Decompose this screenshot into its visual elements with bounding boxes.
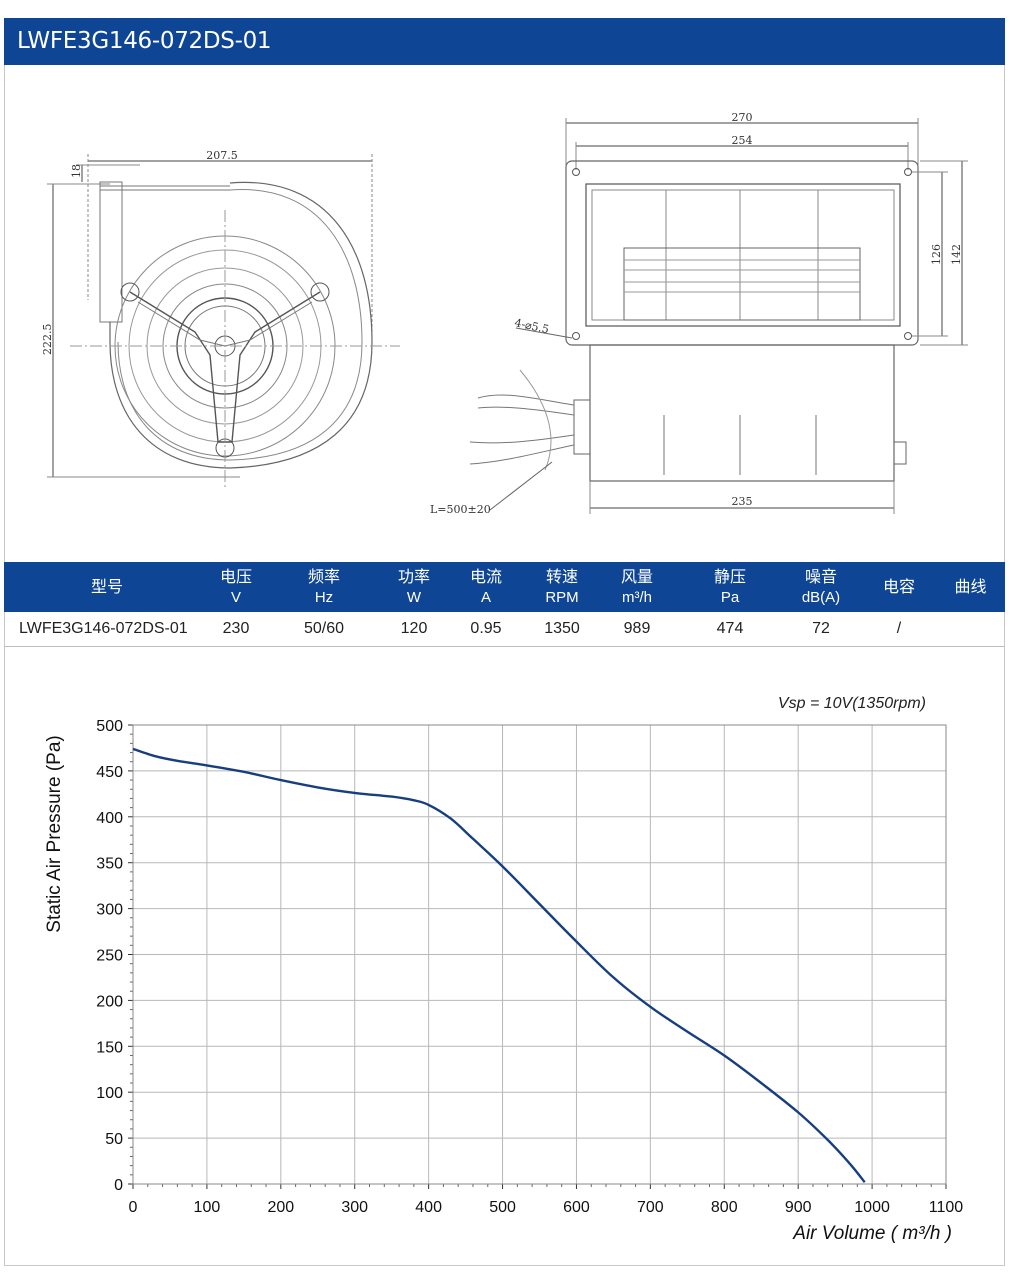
cell-model: LWFE3G146-072DS-01 [4,612,210,647]
x-tick-label: 300 [341,1199,368,1216]
front-view-drawing: 270 254 126 142 4-⌀5.5 [430,111,968,516]
plot-border [132,724,947,1185]
x-tick-label: 1000 [854,1199,890,1216]
header-model: 型号 [4,562,210,612]
dim-cable-length: L=500±20 [430,503,491,516]
header-frequency: 频率 Hz [262,562,386,612]
cell-airflow: 989 [594,612,680,647]
x-tick-label: 200 [267,1199,294,1216]
y-tick-label: 200 [96,993,123,1010]
title-bar: LWFE3G146-072DS-01 [4,18,1005,65]
dim-142: 142 [950,244,963,265]
header-pressure: 静压 Pa [680,562,780,612]
y-tick-label: 450 [96,764,123,781]
model-title: LWFE3G146-072DS-01 [17,28,272,54]
cell-voltage: 230 [210,612,262,647]
cell-current: 0.95 [442,612,530,647]
x-tick-label: 1100 [929,1199,964,1216]
y-tick-label: 150 [96,1039,123,1056]
x-tick-label: 0 [129,1199,138,1216]
y-tick-label: 50 [105,1131,123,1148]
header-curve: 曲线 [936,562,1005,612]
x-tick-label: 900 [785,1199,812,1216]
header-voltage: 电压 V [210,562,262,612]
performance-chart: 0 100 200 300 400 500 600 700 800 900 1000 1100 0 50 1… [44,695,963,1244]
dim-holes: 4-⌀5.5 [513,316,550,336]
dim-207-5: 207.5 [206,149,238,162]
dim-126: 126 [930,244,943,265]
cell-curve [936,612,1005,647]
cell-capacitor: / [862,612,936,647]
y-tick-label: 300 [96,902,123,919]
y-tick-label: 0 [114,1177,123,1194]
cell-frequency: 50/60 [262,612,386,647]
table-row: LWFE3G146-072DS-01 230 50/60 120 0.95 13… [4,612,1005,647]
series-line-0 [132,747,866,1183]
dim-235: 235 [732,495,753,508]
dim-254: 254 [732,134,753,147]
cell-speed: 1350 [530,612,594,647]
dim-222-5: 222.5 [41,324,54,356]
cell-power: 120 [386,612,442,647]
header-speed: 转速 RPM [530,562,594,612]
technical-drawing: 207.5 18 222.5 [41,111,968,516]
header-airflow: 风量 m³/h [594,562,680,612]
chart-series [132,747,866,1183]
cell-pressure: 474 [680,612,780,647]
chart-axes: 0 100 200 300 400 500 600 700 800 900 1000 1100 0 50 1… [96,718,963,1216]
x-tick-label: 500 [489,1199,516,1216]
cell-noise: 72 [780,612,862,647]
chart-annotation: Vsp = 10V(1350rpm) [778,695,926,712]
spec-table: 型号 电压 V 频率 Hz 功率 W 电流 A 转速 RPM 风量 m³/h 静压 Pa 噪音… [4,562,1005,647]
dim-18: 18 [70,164,83,178]
y-tick-label: 400 [96,810,123,827]
y-axis-title: Static Air Pressure (Pa) [44,735,65,932]
y-tick-label: 100 [96,1085,123,1102]
y-tick-label: 500 [96,718,123,735]
header-power: 功率 W [386,562,442,612]
x-tick-label: 100 [194,1199,221,1216]
header-current: 电流 A [442,562,530,612]
x-tick-label: 800 [711,1199,738,1216]
y-tick-label: 250 [96,948,123,965]
x-axis-title: Air Volume ( m³/h ) [792,1223,952,1244]
x-tick-label: 700 [637,1199,664,1216]
y-tick-label: 350 [96,856,123,873]
chart-grid [132,724,947,1185]
spec-table-header-row: 型号 电压 V 频率 Hz 功率 W 电流 A 转速 RPM 风量 m³/h 静压 Pa 噪音… [4,562,1005,612]
x-tick-label: 600 [563,1199,590,1216]
header-capacitor: 电容 [862,562,936,612]
x-tick-label: 400 [415,1199,442,1216]
dim-270: 270 [732,111,753,124]
side-view-drawing: 207.5 18 222.5 [41,149,400,490]
header-noise: 噪音 dB(A) [780,562,862,612]
